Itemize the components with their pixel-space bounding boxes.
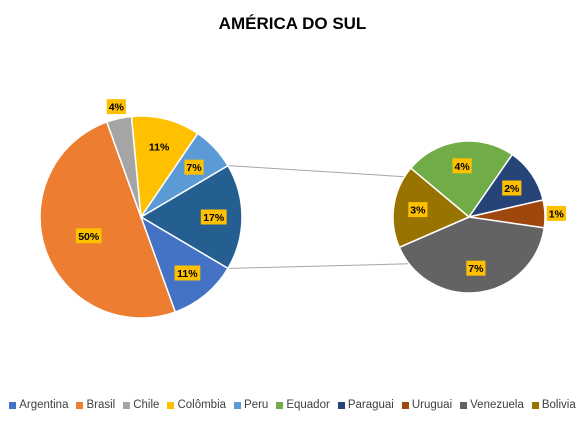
legend-label: Peru — [244, 399, 269, 411]
slice-bolivia — [392, 167, 471, 249]
data-label-argentina-text: 11% — [177, 268, 198, 280]
legend-item-venezuela: Venezuela — [460, 399, 524, 411]
data-label-colombia-text: 11% — [149, 142, 170, 154]
data-label-chile: 4% — [106, 99, 126, 115]
slice-other — [139, 164, 243, 270]
data-label-equador-box — [452, 158, 472, 174]
data-label-uruguai-box — [546, 205, 566, 221]
data-label-argentina: 11% — [174, 265, 201, 281]
legend-item-uruguai: Uruguai — [401, 399, 453, 411]
legend-item-bolivia: Bolivia — [531, 399, 576, 411]
legend-item-equador: Equador — [276, 399, 330, 411]
legend-swatch — [531, 401, 539, 409]
slice-peru — [140, 132, 229, 218]
legend-label: Brasil — [86, 399, 116, 411]
slice-venezuela — [398, 216, 546, 294]
legend-swatch — [460, 401, 468, 409]
data-label-chile-text: 4% — [109, 102, 125, 114]
data-label-brasil-box — [75, 228, 102, 244]
legend-label: Colômbia — [177, 399, 227, 411]
data-label-other-box — [200, 209, 227, 225]
legend-item-brasil: Brasil — [76, 399, 115, 411]
data-label-other-text: 17% — [203, 212, 225, 224]
data-label-peru: 7% — [184, 159, 204, 175]
slice-equador — [409, 140, 514, 219]
data-label-venezuela-text: 7% — [468, 263, 484, 275]
legend-swatch — [337, 401, 345, 409]
data-label-peru-box — [184, 159, 204, 175]
legend-label: Argentina — [19, 399, 69, 411]
legend-item-chile: Chile — [123, 399, 159, 411]
data-label-other: 17% — [200, 209, 227, 225]
legend-swatch — [76, 401, 84, 409]
data-label-bolivia-box — [408, 202, 428, 218]
data-label-colombia: 11% — [146, 139, 172, 155]
legend-swatch — [9, 401, 17, 409]
data-label-colombia-box — [146, 139, 172, 155]
data-label-bolivia: 3% — [408, 202, 428, 218]
slice-argentina — [139, 215, 229, 313]
data-label-argentina-box — [174, 265, 201, 281]
legend-label: Chile — [133, 399, 160, 411]
legend-item-paraguai: Paraguai — [337, 399, 394, 411]
slice-brasil — [39, 121, 177, 319]
data-label-equador-text: 4% — [455, 161, 471, 173]
data-label-chile-box — [106, 99, 126, 115]
legend-label: Paraguai — [347, 399, 394, 411]
data-label-brasil-text: 50% — [78, 231, 100, 243]
data-label-bolivia-text: 3% — [410, 205, 426, 217]
data-label-paraguai-box — [502, 180, 522, 196]
legend-item-argentina: Argentina — [9, 399, 68, 411]
legend-item-colombia: Colômbia — [167, 399, 226, 411]
data-label-equador: 4% — [452, 158, 472, 174]
legend-item-peru: Peru — [234, 399, 268, 411]
chart-title: AMÉRICA DO SUL — [218, 14, 367, 33]
connector-line-bottom — [227, 263, 410, 269]
legend-swatch — [234, 401, 242, 409]
legend-label: Equador — [286, 399, 330, 411]
legend-swatch — [167, 401, 175, 409]
data-label-peru-text: 7% — [186, 162, 202, 174]
legend-label: Venezuela — [470, 399, 524, 411]
data-label-paraguai-text: 2% — [504, 183, 520, 195]
chart-legend: Argentina Brasil Chile Colômbia Peru Equador P… — [0, 399, 585, 411]
legend-swatch — [276, 401, 284, 409]
data-label-venezuela: 7% — [466, 260, 486, 276]
connector-line-top — [227, 165, 405, 178]
data-label-paraguai: 2% — [502, 180, 522, 196]
data-label-uruguai-text: 1% — [549, 208, 565, 220]
legend-label: Uruguai — [411, 399, 453, 411]
legend-swatch — [123, 401, 131, 409]
legend-swatch — [401, 401, 409, 409]
data-label-venezuela-box — [466, 260, 486, 276]
legend-label: Bolivia — [541, 399, 576, 411]
data-label-uruguai: 1% — [546, 205, 566, 221]
data-label-brasil: 50% — [75, 228, 102, 244]
